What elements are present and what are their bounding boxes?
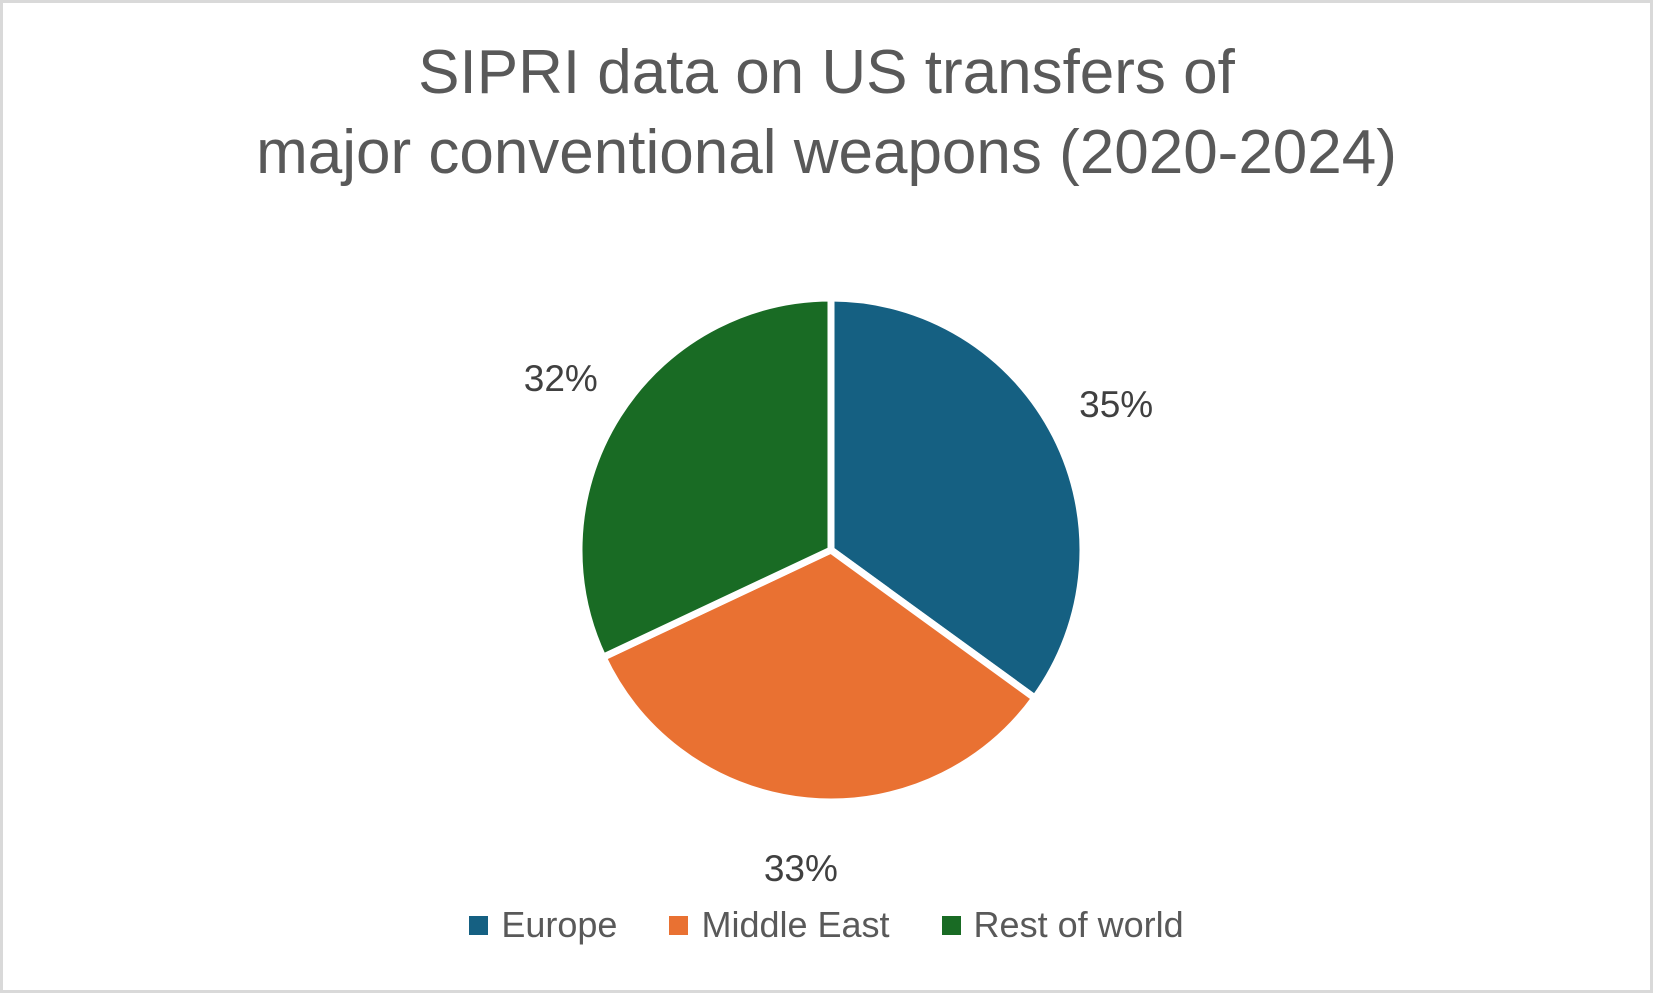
pie-slice-rest-of-world xyxy=(575,294,835,662)
pie-slice-middle-east xyxy=(598,545,1040,806)
legend-item-rest-of-world: Rest of world xyxy=(941,904,1184,946)
chart-title-line-2: major conventional weapons (2020-2024) xyxy=(256,118,1397,187)
data-label-europe: 35% xyxy=(1079,384,1153,425)
pie-slice-europe xyxy=(827,294,1087,704)
legend-swatch-europe xyxy=(469,915,489,935)
legend-item-europe: Europe xyxy=(469,904,617,946)
legend-item-middle-east: Middle East xyxy=(669,904,890,946)
legend-swatch-middle-east xyxy=(669,915,689,935)
data-label-middle-east: 33% xyxy=(764,848,838,889)
legend-label-middle-east: Middle East xyxy=(701,904,890,945)
chart-title-line-1: SIPRI data on US transfers of xyxy=(418,38,1235,107)
data-label-rest-of-world: 32% xyxy=(524,358,598,399)
pie-chart: 35% 33% 32% xyxy=(524,294,1153,889)
legend-label-europe: Europe xyxy=(501,904,618,945)
legend-label-rest-of-world: Rest of world xyxy=(973,904,1184,945)
legend-swatch-rest-of-world xyxy=(941,915,961,935)
chart-title: SIPRI data on US transfers of major conv… xyxy=(3,33,1650,193)
chart-legend: Europe Middle East Rest of world xyxy=(3,904,1650,946)
